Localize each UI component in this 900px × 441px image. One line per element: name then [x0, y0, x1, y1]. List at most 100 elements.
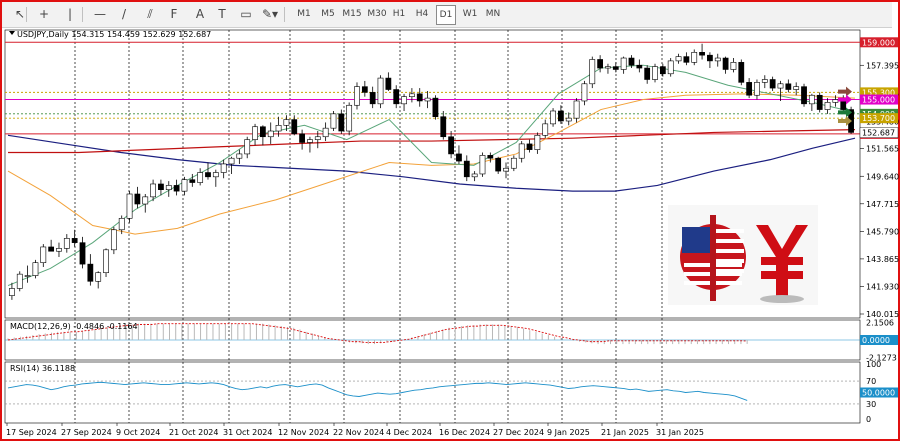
flag-canton	[682, 227, 714, 253]
date-axis-label: 16 Dec 2024	[439, 428, 490, 437]
crosshair-icon[interactable]: +	[38, 7, 50, 21]
price-axis-label: 149.640	[866, 172, 899, 181]
text-label-icon[interactable]: T	[218, 7, 226, 21]
price-marker-arrow-icon	[838, 116, 852, 127]
symbol-dropdown-icon	[9, 31, 15, 35]
candle-body	[416, 93, 423, 102]
candle-body	[777, 83, 784, 89]
chart-title: USDJPY,Daily 154.315 154.459 152.629 152…	[17, 30, 211, 39]
candle-body	[228, 157, 235, 165]
candle-body	[612, 66, 619, 70]
level-price-label: 153.700	[862, 114, 895, 123]
fibonacci-icon[interactable]: F	[170, 7, 178, 21]
macd-axis-label: 2.1506	[866, 318, 894, 327]
candle-body	[103, 249, 109, 274]
candle-body	[808, 94, 815, 105]
shapes-menu-icon[interactable]: ✎▾	[261, 7, 279, 21]
level-price-tag	[860, 113, 898, 124]
candle-body	[667, 60, 674, 75]
candle-body	[683, 56, 690, 63]
price-marker-arrow-icon	[838, 107, 852, 118]
candle-body	[56, 248, 62, 252]
timeframe-m5-button[interactable]: M5	[321, 9, 335, 19]
date-axis-label: 27 Sep 2024	[61, 428, 112, 437]
candle-body	[573, 100, 580, 119]
candle-body	[518, 143, 525, 159]
timeframe-h4-button[interactable]: H4	[415, 9, 429, 19]
level-price-tag	[860, 87, 898, 98]
timeframe-mn-button[interactable]: MN	[485, 9, 501, 19]
rsi-line	[7, 381, 748, 401]
trendline-icon[interactable]: /	[121, 7, 127, 21]
candle-body	[307, 139, 313, 143]
candle-body	[659, 66, 666, 75]
equidistant-channel-icon[interactable]: ⫽	[147, 6, 153, 21]
candle-body	[244, 139, 251, 155]
candle-body	[212, 172, 219, 178]
price-axis-label: 157.395	[866, 61, 899, 70]
candle-body	[487, 155, 494, 159]
price-axis-label: 141.930	[866, 283, 899, 292]
candle-body	[597, 59, 604, 69]
candle-body	[393, 89, 400, 105]
date-axis-label: 22 Nov 2024	[333, 428, 384, 437]
candle-body	[205, 172, 211, 178]
candle-body	[79, 242, 86, 265]
timeframe-m30-button[interactable]: M30	[367, 9, 387, 19]
macd-signal-line	[7, 323, 748, 343]
candle-body	[714, 57, 721, 62]
candle-body	[409, 93, 415, 97]
price-axis-label: 140.015	[866, 310, 899, 319]
candle-body	[471, 173, 478, 178]
macd-axis-label: -2.1273	[866, 353, 897, 362]
candle-body	[361, 86, 368, 93]
candle-body	[620, 57, 627, 70]
date-axis-label: 21 Oct 2024	[169, 428, 218, 437]
candle-body	[24, 275, 31, 277]
flag-stripe	[714, 239, 744, 243]
rsi-axis-label: 0	[866, 415, 871, 424]
candle-body	[291, 119, 298, 135]
rsi-axis-label: 100	[866, 360, 881, 369]
candle-body	[824, 102, 831, 110]
rsi-value-tag	[860, 387, 898, 398]
candle-body	[283, 119, 290, 126]
toolbar-separator	[82, 7, 83, 22]
yen-shadow	[760, 295, 804, 303]
candle-body	[236, 153, 243, 159]
price-axis-label: 145.790	[866, 227, 899, 236]
timeframe-m1-button[interactable]: M1	[297, 9, 311, 19]
candle-body	[32, 262, 39, 276]
candle-body	[581, 83, 588, 102]
timeframe-w1-button[interactable]: W1	[462, 9, 478, 19]
last-price-label: 152.687	[862, 129, 895, 138]
text-tool-icon[interactable]: A	[195, 7, 205, 21]
candle-body	[252, 126, 258, 140]
timeframe-m15-button[interactable]: M15	[342, 9, 362, 19]
candle-body	[354, 86, 360, 106]
level-price-tag	[860, 37, 898, 48]
cursor-arrow-icon[interactable]: ↖	[14, 7, 26, 21]
timeframe-d1-button[interactable]: D1	[436, 5, 456, 25]
rsi-title: RSI(14) 36.1188	[10, 364, 75, 373]
vertical-line-icon[interactable]: |	[67, 7, 73, 21]
rsi-panel	[4, 361, 861, 424]
ma-mid-line	[8, 128, 856, 154]
candle-body	[730, 62, 737, 70]
level-price-label: 155.300	[862, 88, 895, 97]
candle-body	[95, 272, 102, 282]
rectangle-icon[interactable]: ▭	[240, 7, 252, 21]
timeframe-h1-button[interactable]: H1	[392, 9, 406, 19]
candle-body	[158, 183, 164, 191]
dollar-bar	[710, 215, 716, 301]
candle-body	[558, 110, 564, 122]
candle-body	[463, 160, 470, 178]
usd-jpy-logo	[668, 205, 818, 305]
last-price-tag	[859, 127, 899, 138]
horizontal-line-icon[interactable]: —	[94, 7, 106, 21]
candle-body	[401, 96, 407, 105]
flag-stripe	[714, 249, 744, 253]
candle-body	[181, 179, 188, 192]
candle-body	[259, 126, 266, 138]
